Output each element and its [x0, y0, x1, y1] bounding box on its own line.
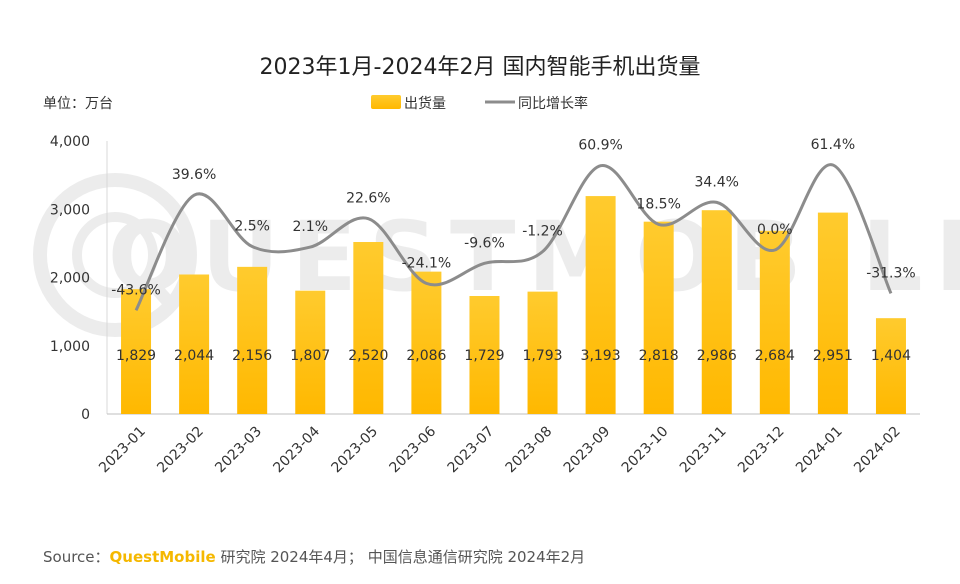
rate-value-label: 61.4%: [811, 137, 855, 153]
bar-value-label: 1,729: [464, 348, 504, 364]
y-tick-label: 3,000: [50, 202, 90, 218]
x-tick-label: 2023-11: [677, 424, 730, 477]
y-tick-label: 2,000: [50, 271, 90, 287]
legend-bar-swatch: [371, 95, 401, 109]
rate-value-label: -43.6%: [111, 282, 161, 298]
bar: [875, 318, 906, 414]
bar: [701, 210, 732, 414]
x-tick-label: 2023-01: [96, 424, 149, 477]
rate-value-label: 60.9%: [578, 138, 622, 154]
bar: [353, 242, 384, 414]
bar: [411, 271, 442, 414]
x-tick-label: 2023-06: [387, 423, 440, 476]
bar-value-label: 2,086: [406, 348, 446, 364]
legend-bar-label: 出货量: [404, 95, 446, 112]
bar: [817, 212, 848, 414]
rate-value-label: 0.0%: [757, 222, 793, 238]
rate-value-label: -24.1%: [402, 255, 452, 271]
x-tick-label: 2023-08: [503, 424, 556, 477]
rate-value-label: 34.4%: [695, 174, 739, 190]
bar-value-label: 2,986: [697, 348, 737, 364]
x-tick-label: 2023-04: [270, 423, 323, 476]
y-tick-label: 4,000: [50, 134, 90, 150]
source-brand: QuestMobile: [110, 548, 216, 566]
bar-value-label: 2,044: [174, 348, 214, 364]
bar-value-label: 2,520: [348, 348, 388, 364]
bar-value-label: 3,193: [581, 348, 621, 364]
unit-label: 单位：万台: [43, 96, 113, 112]
x-tick-label: 2023-09: [561, 424, 614, 477]
bar: [295, 290, 326, 414]
rate-value-label: 18.5%: [636, 196, 680, 212]
series-line-yoy: [134, 163, 893, 312]
bar: [179, 274, 210, 414]
y-tick-label: 0: [81, 407, 90, 423]
bar: [469, 295, 500, 414]
x-tick-label: 2023-03: [212, 424, 265, 477]
bar-value-label: 2,684: [755, 348, 795, 364]
bar-value-label: 1,404: [871, 348, 911, 364]
chart-title: 2023年1月-2024年2月 国内智能手机出货量: [260, 55, 701, 80]
rate-value-label: -9.6%: [464, 235, 505, 251]
rate-value-label: 2.5%: [234, 219, 270, 235]
x-tick-label: 2023-02: [154, 424, 207, 477]
legend-line-label: 同比增长率: [518, 95, 588, 112]
bar-value-label: 1,829: [116, 348, 156, 364]
source-prefix: Source：: [43, 548, 110, 566]
bar-value-label: 2,951: [813, 348, 853, 364]
rate-value-label: 39.6%: [172, 167, 216, 183]
x-tick-label: 2023-12: [735, 424, 788, 477]
source-text: 研究院 2024年4月； 中国信息通信研究院 2024年2月: [216, 548, 586, 566]
rate-value-label: 2.1%: [292, 219, 328, 235]
source-note: Source：QuestMobile 研究院 2024年4月； 中国信息通信研究…: [43, 548, 585, 566]
x-tick-label: 2024-01: [793, 424, 846, 477]
rate-value-label: -31.3%: [866, 265, 916, 281]
x-tick-label: 2023-05: [328, 424, 381, 477]
bar-value-label: 1,807: [290, 348, 330, 364]
x-tick-label: 2024-02: [851, 424, 904, 477]
legend: 出货量 同比增长率: [371, 95, 588, 112]
bar-value-label: 1,793: [522, 348, 562, 364]
x-tick-label: 2023-10: [619, 424, 672, 477]
y-tick-label: 1,000: [50, 339, 90, 355]
bar: [643, 221, 674, 414]
bar-value-label: 2,156: [232, 348, 272, 364]
rate-value-label: -1.2%: [522, 224, 563, 240]
rate-value-label: 22.6%: [346, 191, 390, 207]
x-tick-label: 2023-07: [445, 424, 498, 477]
bar-value-label: 2,818: [639, 348, 679, 364]
bar: [759, 230, 790, 414]
bar: [237, 266, 268, 414]
bar: [585, 196, 616, 414]
bar: [527, 291, 558, 414]
